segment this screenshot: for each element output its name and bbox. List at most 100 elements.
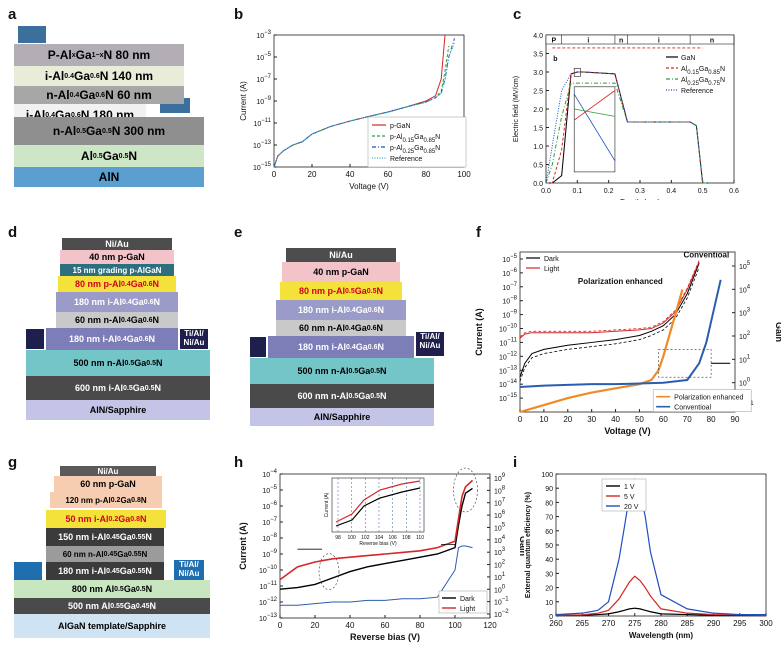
inset-x-tick: 108	[402, 535, 411, 541]
y2-tick-label: 10−2	[494, 609, 509, 619]
layer-0: Ni/Au	[60, 466, 156, 476]
series-conventional	[519, 279, 722, 388]
x-tick-label: 265	[576, 619, 590, 628]
panel-label-a: a	[8, 6, 17, 23]
layer-6: AlN	[14, 167, 204, 187]
y-tick-label: 70	[545, 515, 553, 522]
x-tick-label: 0.3	[635, 188, 645, 195]
y-tick-label: 2.0	[533, 107, 543, 114]
inset-y-label: Current (A)	[324, 492, 330, 517]
layer-9: AlGaN template/Sapphire	[14, 614, 210, 638]
x-axis-label: Voltage (V)	[604, 426, 650, 436]
x-tick-label: 300	[759, 619, 773, 628]
y2-tick-label: 105	[494, 522, 506, 532]
inset-x-tick: 104	[375, 535, 384, 541]
layer-4: 180 nm i-Al 0.4 Ga 0.6 N	[56, 292, 178, 312]
panel-b-chart: 10−3 10−5 10−7 10−9 10−11 10−13 10−150 20 40 60 80…	[239, 30, 471, 191]
legend-label: 1 V	[624, 484, 635, 491]
x-tick-label: 20	[311, 621, 320, 630]
x-tick-label: 100	[448, 621, 462, 630]
x-tick-label: 90	[731, 415, 740, 424]
panel-label-f: f	[476, 224, 481, 241]
y-axis-label: Current (A)	[239, 81, 248, 121]
x-tick-label: 40	[346, 621, 355, 630]
panel-label-b: b	[234, 6, 244, 23]
y-tick-label: 10−7	[262, 517, 277, 527]
y2-tick-label: 105	[739, 261, 751, 271]
y2-tick-label: 107	[494, 498, 506, 508]
x-tick-label: 20	[308, 170, 317, 179]
layer-5: 180 nm i-Al 0.4 Ga 0.6 N	[268, 336, 414, 358]
series-gain	[280, 545, 473, 606]
y2-tick-label: 103	[494, 547, 506, 557]
inset-frame	[331, 477, 425, 533]
layer-8: 600 nm i-Al 0.5 Ga 0.5 N	[26, 376, 210, 400]
panel-d-layer-stack: Ni/Au 40 nm p-GaN 15 nm grading p-AlGaN 80 …	[0, 232, 230, 432]
y-tick-label: 10−13	[253, 140, 272, 150]
inset-frame	[573, 86, 616, 173]
region-label: n	[710, 38, 714, 45]
layer-4: 150 nm i-Al 0.45 Ga 0.55 N	[46, 528, 164, 546]
y-tick-label: 0.5	[533, 163, 543, 170]
zoom-box	[573, 67, 581, 77]
panel-h-chart: 10−410−510−610−710−810−910−1010−1110−121…	[238, 467, 524, 642]
y-tick-label: 10−10	[499, 324, 518, 334]
x-axis-label: Reverse bias (V)	[350, 632, 420, 642]
x-tick-label: 295	[733, 619, 747, 628]
panel-a-layer-stack: P-Al x Ga 1−x N 80 nm i-Al 0.4 Ga 0.6 N 140 nm n-A…	[0, 0, 230, 200]
layer-1: i-Al 0.4 Ga 0.6 N 140 nm	[14, 66, 184, 86]
layer-3: 50 nm i-Al 0.2 Ga 0.8 N	[46, 510, 166, 528]
x-tick-label: 0.2	[604, 188, 614, 195]
y-tick-label: 10−14	[499, 379, 518, 389]
layer-5: 60 nm n-Al 0.45 Ga 0.55 N	[46, 546, 164, 562]
y-tick-label: 40	[545, 557, 553, 564]
series-polarization	[519, 289, 684, 414]
y-tick-label: 20	[545, 586, 553, 593]
x-tick-label: 0.6	[729, 188, 739, 195]
y-tick-label: 1.5	[533, 126, 543, 133]
inset-line	[573, 90, 616, 121]
x-tick-label: 260	[549, 619, 563, 628]
y-tick-label: 0.0	[533, 181, 543, 188]
y-tick-label: 10−15	[499, 393, 518, 403]
panel-label-g: g	[8, 454, 18, 471]
layer-6: 180 nm i-Al 0.4 Ga 0.6 N	[46, 328, 178, 350]
legend-box	[652, 389, 752, 412]
layer-6: 500 nm n-Al 0.5 Ga 0.5 N	[250, 358, 434, 384]
region-bar	[545, 34, 735, 45]
y-tick-label: 10−11	[259, 581, 277, 591]
inset-dark	[335, 487, 421, 527]
inset-x-tick: 102	[361, 535, 370, 541]
y-tick-label: 10−13	[499, 365, 518, 375]
y-axis-label: External quantum efficiency (%)	[525, 492, 532, 598]
y-tick-label: 0	[549, 614, 553, 621]
layer-1: 60 nm p-GaN	[54, 476, 162, 492]
layer-0: P-Al x Ga 1−x N 80 nm	[14, 44, 184, 66]
panel-e-layer-stack: Ni/Au 40 nm p-GaN 80 nm p-Al 0.5 Ga 0.5 N 180 n…	[230, 232, 460, 432]
panel-g-layer-stack: Ni/Au 60 nm p-GaN 120 nm p-Al 0.2 Ga 0.8 N 50 n…	[0, 460, 230, 640]
x-tick-label: 40	[346, 170, 355, 179]
y-tick-label: 10−4	[262, 469, 277, 479]
highlight-left	[318, 553, 340, 590]
y-tick-label: 10	[545, 600, 553, 607]
x-tick-label: 275	[628, 619, 642, 628]
y2-tick-label: 101	[494, 572, 506, 582]
inset-light	[335, 480, 421, 523]
x-tick-label: 80	[416, 621, 425, 630]
layer-7: 500 nm n-Al 0.5 Ga 0.5 N	[26, 350, 210, 376]
y-tick-label: 10−5	[256, 52, 271, 62]
legend-label: Polarization enhanced	[674, 395, 743, 402]
y-tick-label: 10−9	[262, 549, 277, 559]
layer-4: 60 nm n-Al 0.4 Ga 0.6 N	[276, 320, 406, 336]
legend-label: Dark	[460, 596, 475, 603]
x-tick-label: 20	[563, 415, 572, 424]
y2-tick-label: 10−1	[494, 597, 509, 607]
y-axis-label: Current (A)	[474, 308, 484, 356]
contact-pad-right: Ti/Al/Ni/Au	[180, 329, 208, 349]
y-tick-label: 80	[545, 500, 553, 507]
y-tick-label: 10−9	[502, 310, 517, 320]
inset-x-tick: 100	[347, 535, 356, 541]
y-tick-label: 10−5	[502, 254, 517, 264]
y-tick-label: 10−5	[262, 485, 277, 495]
series-dark-conv	[519, 267, 700, 382]
